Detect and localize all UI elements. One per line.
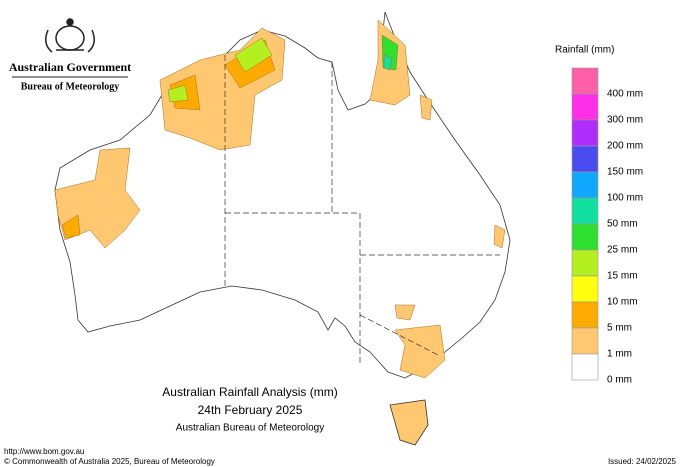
- logo: [45, 18, 95, 53]
- state-borders: [224, 55, 500, 365]
- legend-label: 1 mm: [607, 349, 632, 360]
- title-date: 24th February 2025: [198, 403, 303, 417]
- legend-label: 100 mm: [607, 193, 643, 204]
- legend-label: 200 mm: [607, 141, 643, 152]
- legend-label: 50 mm: [607, 219, 638, 230]
- legend-label: 0 mm: [607, 375, 632, 386]
- legend-label: 5 mm: [607, 323, 632, 334]
- title-line: Australian Rainfall Analysis (mm): [162, 385, 337, 399]
- legend-swatch: [571, 353, 599, 381]
- legend-label: 10 mm: [607, 297, 638, 308]
- title-source: Australian Bureau of Meteorology: [176, 423, 324, 434]
- bureau: Bureau of Meteorology: [21, 81, 120, 92]
- australia: [54, 11, 511, 446]
- legend-title: Rainfall (mm): [555, 45, 614, 56]
- legend-swatch: [571, 275, 599, 303]
- legend-label: 300 mm: [607, 115, 643, 126]
- issued: Issued: 24/02/2025: [608, 457, 677, 466]
- legend-swatch: [571, 93, 599, 121]
- legend-swatch: [571, 171, 599, 199]
- url: http://www.bom.gov.au: [4, 447, 84, 456]
- legend-swatch: [571, 327, 599, 355]
- legend: 400 mm 300 mm 200 mm 150 mm 100 mm 50 mm 25 mm…: [571, 67, 643, 386]
- legend-swatch: [571, 145, 599, 173]
- legend-label: 15 mm: [607, 271, 638, 282]
- legend-label: 400 mm: [607, 89, 643, 100]
- legend-swatch: [571, 249, 599, 277]
- tasmania: [389, 399, 429, 446]
- legend-swatch: [571, 301, 599, 329]
- legend-swatch: [571, 223, 599, 251]
- copyright: © Commonwealth of Australia 2025, Bureau…: [4, 457, 215, 466]
- rain-areas: [54, 19, 506, 379]
- legend-label: 25 mm: [607, 245, 638, 256]
- legend-label: 150 mm: [607, 167, 643, 178]
- legend-swatch: [571, 197, 599, 225]
- agency: Australian Government: [9, 60, 131, 74]
- legend-swatch: [571, 67, 599, 95]
- legend-swatch: [571, 119, 599, 147]
